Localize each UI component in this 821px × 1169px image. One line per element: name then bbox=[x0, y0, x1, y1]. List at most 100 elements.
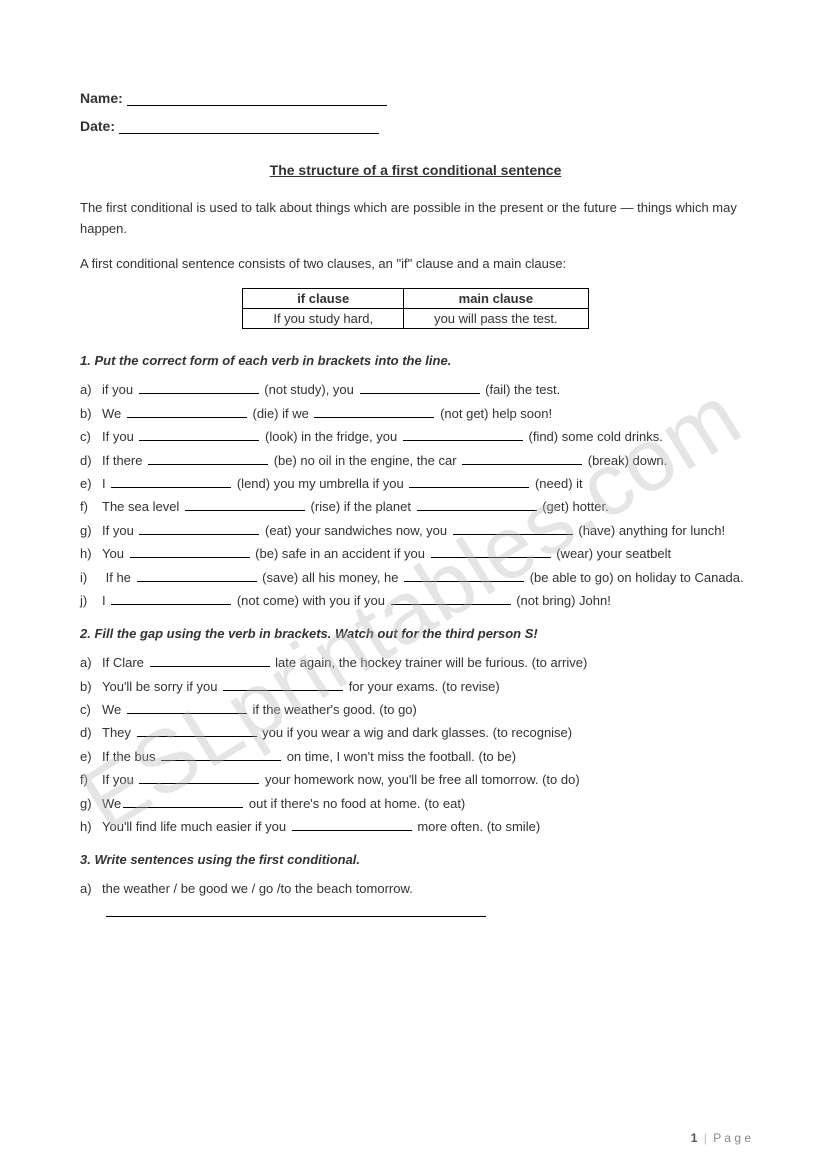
date-blank[interactable] bbox=[119, 133, 379, 134]
item-text: We bbox=[102, 702, 125, 717]
answer-blank[interactable] bbox=[111, 487, 231, 488]
exercise-2-item: d)They you if you wear a wig and dark gl… bbox=[80, 721, 751, 744]
item-text: late again, the hockey trainer will be f… bbox=[272, 655, 588, 670]
item-text: (get) hotter. bbox=[539, 499, 609, 514]
answer-blank[interactable] bbox=[161, 760, 281, 761]
item-text: (not study), you bbox=[261, 382, 358, 397]
exercise-1-item: c)If you (look) in the fridge, you (find… bbox=[80, 425, 751, 448]
page-word: P a g e bbox=[713, 1131, 751, 1145]
item-text: If there bbox=[102, 453, 146, 468]
item-label: a) bbox=[80, 877, 102, 900]
answer-blank[interactable] bbox=[391, 604, 511, 605]
answer-blank[interactable] bbox=[404, 581, 524, 582]
answer-blank[interactable] bbox=[314, 417, 434, 418]
answer-blank[interactable] bbox=[223, 690, 343, 691]
exercise-1-item: g)If you (eat) your sandwiches now, you … bbox=[80, 519, 751, 542]
item-label: e) bbox=[80, 472, 102, 495]
item-label: f) bbox=[80, 768, 102, 791]
answer-blank[interactable] bbox=[453, 534, 573, 535]
item-text: out if there's no food at home. (to eat) bbox=[245, 796, 465, 811]
item-text: You'll be sorry if you bbox=[102, 679, 221, 694]
item-text: (eat) your sandwiches now, you bbox=[261, 523, 450, 538]
answer-blank[interactable] bbox=[148, 464, 268, 465]
answer-blank[interactable] bbox=[137, 736, 257, 737]
date-label: Date: bbox=[80, 118, 115, 134]
exercise-3-list: a)the weather / be good we / go /to the … bbox=[80, 877, 751, 924]
item-text: (wear) your seatbelt bbox=[553, 546, 672, 561]
item-text: on time, I won't miss the football. (to … bbox=[283, 749, 516, 764]
answer-blank[interactable] bbox=[417, 510, 537, 511]
date-field-row: Date: bbox=[80, 118, 751, 134]
item-label: b) bbox=[80, 675, 102, 698]
item-text: the weather / be good we / go /to the be… bbox=[102, 881, 413, 896]
item-text: You bbox=[102, 546, 128, 561]
answer-blank[interactable] bbox=[409, 487, 529, 488]
exercise-2-item: a)If Clare late again, the hockey traine… bbox=[80, 651, 751, 674]
answer-blank[interactable] bbox=[403, 440, 523, 441]
answer-blank[interactable] bbox=[106, 916, 486, 917]
item-text: If you bbox=[102, 429, 137, 444]
item-text: (rise) if the planet bbox=[307, 499, 415, 514]
exercise-1-item: f)The sea level (rise) if the planet (ge… bbox=[80, 495, 751, 518]
answer-blank[interactable] bbox=[130, 557, 250, 558]
item-label: c) bbox=[80, 425, 102, 448]
name-blank[interactable] bbox=[127, 105, 387, 106]
answer-blank[interactable] bbox=[137, 581, 257, 582]
worksheet-page: Name: Date: The structure of a first con… bbox=[0, 0, 821, 974]
answer-blank[interactable] bbox=[139, 440, 259, 441]
item-text: (need) it bbox=[531, 476, 582, 491]
exercise-2-item: c)We if the weather's good. (to go) bbox=[80, 698, 751, 721]
exercise-2-item: f)If you your homework now, you'll be fr… bbox=[80, 768, 751, 791]
item-text: (break) down. bbox=[584, 453, 667, 468]
footer-divider: | bbox=[704, 1131, 707, 1145]
exercise-1-item: j)I (not come) with you if you (not brin… bbox=[80, 589, 751, 612]
item-text: If Clare bbox=[102, 655, 148, 670]
section-3-heading: 3. Write sentences using the first condi… bbox=[80, 852, 751, 867]
answer-blank[interactable] bbox=[127, 417, 247, 418]
item-text: If you bbox=[102, 772, 137, 787]
item-label: b) bbox=[80, 402, 102, 425]
item-label: h) bbox=[80, 815, 102, 838]
answer-blank[interactable] bbox=[150, 666, 270, 667]
exercise-3-item: a)the weather / be good we / go /to the … bbox=[80, 877, 751, 924]
answer-blank[interactable] bbox=[127, 713, 247, 714]
section-2-heading: 2. Fill the gap using the verb in bracke… bbox=[80, 626, 751, 641]
clause-header-main: main clause bbox=[404, 289, 589, 309]
exercise-1-item: e)I (lend) you my umbrella if you (need)… bbox=[80, 472, 751, 495]
answer-blank[interactable] bbox=[462, 464, 582, 465]
item-text: (be able to go) on holiday to Canada. bbox=[526, 570, 744, 585]
item-text: (fail) the test. bbox=[482, 382, 561, 397]
answer-blank[interactable] bbox=[123, 807, 243, 808]
item-label: a) bbox=[80, 651, 102, 674]
page-number: 1 bbox=[691, 1131, 698, 1145]
answer-blank[interactable] bbox=[139, 393, 259, 394]
answer-blank[interactable] bbox=[139, 783, 259, 784]
exercise-1-item: b)We (die) if we (not get) help soon! bbox=[80, 402, 751, 425]
item-text: your homework now, you'll be free all to… bbox=[261, 772, 579, 787]
intro-paragraph-1: The first conditional is used to talk ab… bbox=[80, 198, 751, 240]
item-text: if the weather's good. (to go) bbox=[249, 702, 417, 717]
answer-blank[interactable] bbox=[139, 534, 259, 535]
item-text: (be) safe in an accident if you bbox=[252, 546, 429, 561]
item-label: e) bbox=[80, 745, 102, 768]
answer-blank[interactable] bbox=[185, 510, 305, 511]
clause-header-if: if clause bbox=[243, 289, 404, 309]
answer-blank[interactable] bbox=[111, 604, 231, 605]
item-text: I bbox=[102, 476, 109, 491]
item-text: We bbox=[102, 796, 121, 811]
name-label: Name: bbox=[80, 90, 123, 106]
item-text: If the bus bbox=[102, 749, 159, 764]
item-label: i) bbox=[80, 566, 102, 589]
answer-blank[interactable] bbox=[431, 557, 551, 558]
answer-blank[interactable] bbox=[292, 830, 412, 831]
clause-table: if clause main clause If you study hard,… bbox=[242, 288, 588, 329]
intro-paragraph-2: A first conditional sentence consists of… bbox=[80, 254, 751, 275]
page-title: The structure of a first conditional sen… bbox=[80, 162, 751, 178]
item-label: g) bbox=[80, 519, 102, 542]
item-text: I bbox=[102, 593, 109, 608]
item-text: you if you wear a wig and dark glasses. … bbox=[259, 725, 573, 740]
item-text: If you bbox=[102, 523, 137, 538]
exercise-1-item: d)If there (be) no oil in the engine, th… bbox=[80, 449, 751, 472]
exercise-1-item: h)You (be) safe in an accident if you (w… bbox=[80, 542, 751, 565]
answer-blank[interactable] bbox=[360, 393, 480, 394]
